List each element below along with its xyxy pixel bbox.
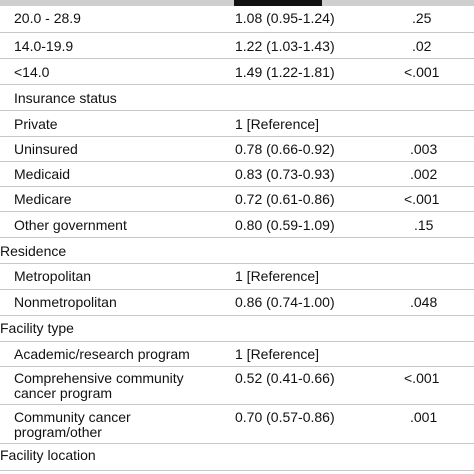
table-divider [0,470,474,474]
table-row: Facility location [0,443,474,474]
row-p-value: <.001 [404,64,440,80]
row-ratio: 0.52 (0.41-0.66) [235,370,335,386]
row-ratio: 0.80 (0.59-1.09) [235,217,335,233]
row-label: 20.0 - 28.9 [14,10,81,26]
table-row: Other government 0.80 (0.59-1.09) .15 [0,211,474,237]
table-row: Facility type [0,315,474,341]
section-label: Facility type [0,320,74,336]
row-p-value: .25 [412,10,432,26]
row-ratio: 1 [Reference] [235,116,320,132]
row-label: Uninsured [14,141,78,157]
row-p-value: <.001 [404,191,440,207]
row-label: Private [14,116,58,132]
row-ratio: 1.49 (1.22-1.81) [235,64,335,80]
row-label: <14.0 [14,64,50,80]
row-label-continued: cancer program [14,385,113,401]
row-p-value: <.001 [404,370,440,386]
row-label: Medicare [14,191,72,207]
row-label: Academic/research program [14,346,190,362]
row-label: Metropolitan [14,268,92,284]
header-mark [234,0,322,6]
section-label: Facility location [0,447,96,463]
table-row: Private 1 [Reference] [0,110,474,136]
row-p-value: .048 [410,294,438,310]
table-row: Residence [0,237,474,263]
table-row: Nonmetropolitan 0.86 (0.74-1.00) .048 [0,289,474,315]
table-row: Medicare 0.72 (0.61-0.86) <.001 [0,186,474,211]
table-row: Academic/research program 1 [Reference] [0,341,474,366]
row-ratio: 0.72 (0.61-0.86) [235,191,335,207]
row-p-value: .003 [410,141,438,157]
row-ratio: 0.70 (0.57-0.86) [235,409,335,425]
row-label: Medicaid [14,166,71,182]
section-label: Insurance status [14,90,117,106]
table-row: Community cancer program/other 0.70 (0.5… [0,404,474,443]
row-label: Community cancer [14,409,131,425]
row-ratio: 1.22 (1.03-1.43) [235,38,335,54]
row-label: Other government [14,217,127,233]
table-row: 14.0-19.9 1.22 (1.03-1.43) .02 [0,32,474,58]
row-ratio: 1 [Reference] [235,346,320,362]
row-ratio: 0.83 (0.73-0.93) [235,166,335,182]
row-p-value: .02 [412,38,432,54]
row-label: 14.0-19.9 [14,38,74,54]
row-ratio: 1.08 (0.95-1.24) [235,10,335,26]
row-p-value: .001 [410,409,438,425]
table-row: Metropolitan 1 [Reference] [0,263,474,289]
table-row: Medicaid 0.83 (0.73-0.93) .002 [0,161,474,186]
table-row: Uninsured 0.78 (0.66-0.92) .003 [0,136,474,161]
row-label: Nonmetropolitan [14,294,117,310]
row-p-value: .15 [414,217,434,233]
row-p-value: .002 [410,166,438,182]
row-label: Comprehensive community [14,370,184,386]
row-label-continued: program/other [14,424,102,440]
row-ratio: 0.78 (0.66-0.92) [235,141,335,157]
table-row: <14.0 1.49 (1.22-1.81) <.001 [0,58,474,84]
row-ratio: 0.86 (0.74-1.00) [235,294,335,310]
table-row: Comprehensive community cancer program 0… [0,366,474,404]
table-row: Insurance status [0,84,474,110]
row-ratio: 1 [Reference] [235,268,320,284]
section-label: Residence [0,243,67,259]
table-row: 20.0 - 28.9 1.08 (0.95-1.24) .25 [0,6,474,32]
